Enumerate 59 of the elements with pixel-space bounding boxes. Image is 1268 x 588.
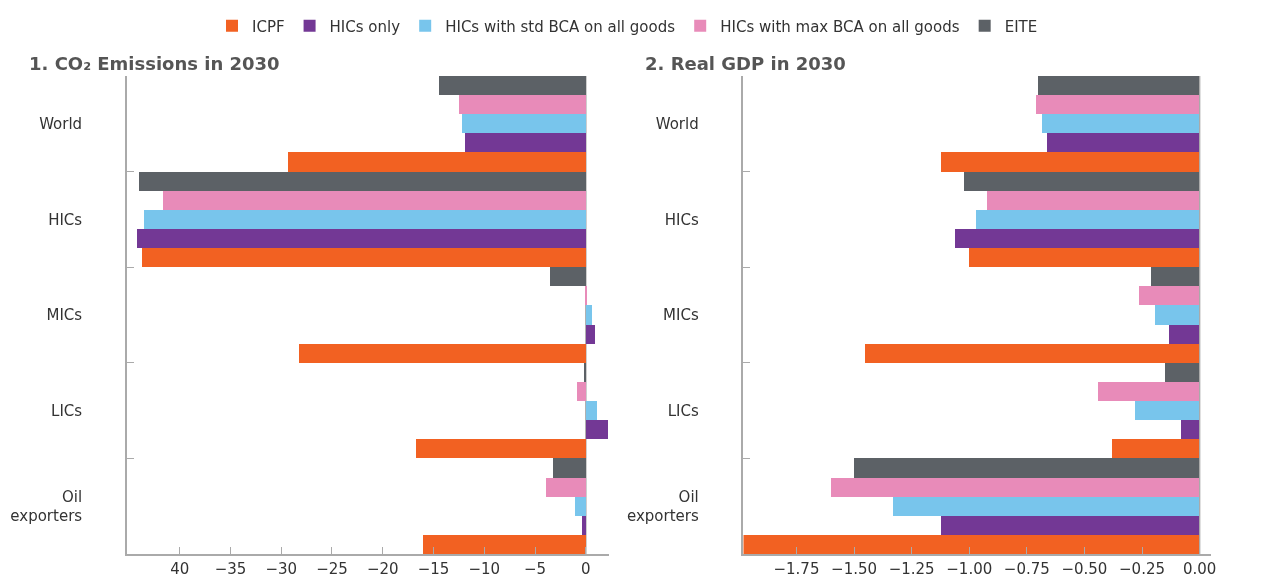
bar xyxy=(438,76,586,95)
y-tick-label: MICs xyxy=(663,306,699,325)
x-tick-label: 40 xyxy=(170,559,190,578)
legend-label: HICs with max BCA on all goods xyxy=(720,17,960,36)
x-tick-label: −1.75 xyxy=(773,559,820,578)
bar xyxy=(545,478,586,497)
x-tick-label: −1.00 xyxy=(946,559,993,578)
x-tick-label: −0.50 xyxy=(1061,559,1108,578)
y-tick-label: World xyxy=(655,115,699,134)
x-tick-label: −10 xyxy=(468,559,501,578)
bar xyxy=(574,497,586,516)
bar xyxy=(136,229,586,248)
x-tick-label: −35 xyxy=(214,559,247,578)
bar xyxy=(287,152,586,172)
y-tick-label: MICs xyxy=(46,306,83,325)
y-tick-label: LICs xyxy=(51,401,83,420)
chart-title: 1. CO₂ Emissions in 2030 xyxy=(29,53,280,74)
legend-label: EITE xyxy=(1004,17,1038,36)
bar xyxy=(581,516,586,535)
bar xyxy=(141,248,586,267)
bar xyxy=(143,210,586,229)
x-tick-label: −20 xyxy=(366,559,399,578)
y-tick-label: HICs xyxy=(664,210,699,229)
x-tick-label: −0.25 xyxy=(1119,559,1166,578)
bar xyxy=(549,267,586,286)
bar xyxy=(422,535,586,554)
bar xyxy=(585,325,595,344)
bar xyxy=(415,439,586,458)
y-tick-label: Oil exporters xyxy=(626,487,699,526)
bar xyxy=(576,382,586,401)
bar xyxy=(298,344,586,363)
y-tick-label: LICs xyxy=(667,401,699,420)
x-tick-label: −1.50 xyxy=(831,559,878,578)
bar xyxy=(162,191,586,210)
bar xyxy=(458,95,586,114)
legend-label: HICs with std BCA on all goods xyxy=(445,17,676,36)
x-tick-label: −30 xyxy=(265,559,298,578)
x-tick-label: −1.25 xyxy=(888,559,935,578)
bar xyxy=(138,172,586,191)
bar xyxy=(464,133,586,152)
bar xyxy=(552,458,586,478)
bar xyxy=(585,305,592,325)
bar xyxy=(584,286,587,305)
x-tick-label: −25 xyxy=(316,559,348,578)
x-tick-label: −0.75 xyxy=(1003,559,1050,578)
chart-title: 2. Real GDP in 2030 xyxy=(645,53,846,74)
bar xyxy=(585,401,597,420)
bar xyxy=(583,363,586,382)
x-tick-label: 0.00 xyxy=(1182,559,1217,578)
y-tick-label: HICs xyxy=(48,210,83,229)
bar xyxy=(461,114,586,133)
x-tick-label: −5 xyxy=(524,559,547,578)
y-tick-label: World xyxy=(39,115,83,134)
bar xyxy=(585,420,608,439)
y-tick-label: Oil exporters xyxy=(10,487,83,526)
legend-label: HICs only xyxy=(329,17,401,36)
legend-label: ICPF xyxy=(252,17,285,36)
x-tick-label: 0 xyxy=(581,559,591,578)
x-tick-label: −15 xyxy=(417,559,450,578)
